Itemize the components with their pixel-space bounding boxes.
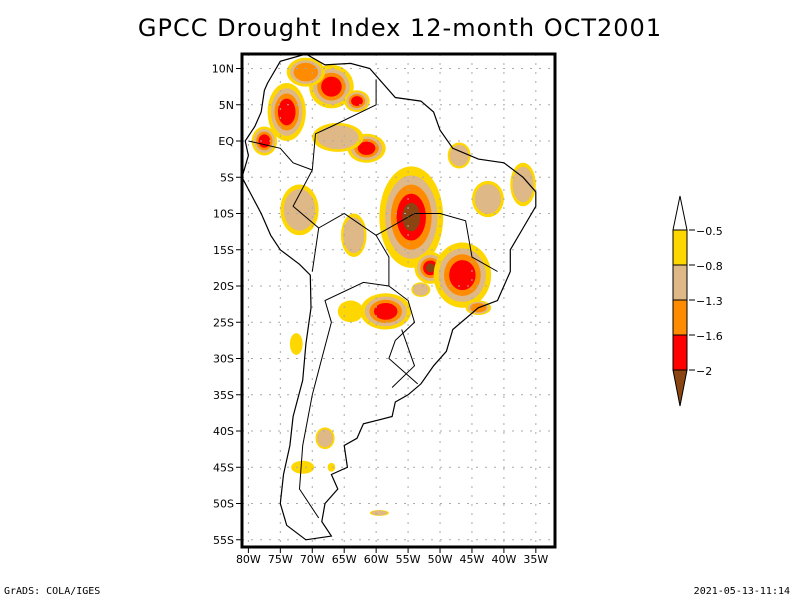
drought-area-cat-2 — [413, 284, 429, 296]
x-axis: 80W 75W 70W 65W 60W 55W 50W 45W 40W 35W — [236, 547, 548, 566]
x-tick-label: 80W — [236, 553, 261, 566]
colorbar-label: −0.8 — [696, 260, 723, 273]
drought-area-cat-1 — [338, 301, 364, 323]
drought-area-cat-4 — [278, 99, 296, 126]
y-tick-label: 55S — [213, 534, 234, 547]
colorbar-label: −1.6 — [696, 330, 723, 343]
x-tick-label: 55W — [396, 553, 421, 566]
drought-area-cat-4 — [449, 260, 475, 290]
drought-area-cat-4 — [351, 96, 363, 106]
y-tick-label: 35S — [213, 389, 234, 402]
y-tick-label: 20S — [213, 280, 234, 293]
colorbar-top-triangle — [673, 196, 687, 230]
footer-right: 2021-05-13-11:14 — [694, 586, 790, 597]
y-tick-label: 45S — [213, 461, 234, 474]
map-chart: 10N5NEQ5S10S15S20S25S30S35S40S45S50S55S … — [0, 0, 800, 600]
colorbar-label: −1.3 — [696, 295, 723, 308]
y-tick-label: 15S — [213, 244, 234, 257]
drought-area-cat-2 — [317, 429, 333, 447]
drought-area-cat-4 — [374, 303, 398, 320]
x-tick-label: 50W — [428, 553, 453, 566]
y-tick-label: 5N — [219, 99, 234, 112]
footer-left: GrADS: COLA/IGES — [4, 586, 100, 597]
x-tick-label: 75W — [268, 553, 293, 566]
colorbar-label: −0.5 — [696, 225, 723, 238]
drought-area-cat-5 — [426, 263, 435, 272]
drought-area-cat-1 — [328, 463, 336, 472]
drought-area-cat-3 — [294, 63, 319, 82]
x-tick-label: 45W — [460, 553, 485, 566]
drought-area-cat-2 — [317, 125, 359, 149]
colorbar-bottom-triangle — [673, 370, 687, 406]
y-tick-label: 10N — [212, 63, 234, 76]
y-axis: 10N 5N EQ 5S 10S 15S 20S 25S 30S 35S 40S 45S 50S 55S — [212, 63, 242, 547]
x-tick-label: 40W — [491, 553, 516, 566]
x-tick-label: 60W — [364, 553, 389, 566]
colorbar-segment — [673, 265, 687, 300]
drought-area-cat-2 — [371, 511, 387, 516]
y-tick-label: 30S — [213, 353, 234, 366]
colorbar-segment — [673, 300, 687, 335]
drought-area-cat-2 — [284, 189, 315, 231]
drought-area-cat-5 — [402, 203, 420, 231]
y-tick-label: 50S — [213, 498, 234, 511]
drought-area-cat-1 — [291, 461, 314, 474]
colorbar-segment — [673, 230, 687, 265]
drought-shading — [252, 58, 536, 516]
x-tick-label: 65W — [332, 553, 357, 566]
y-tick-label: 40S — [213, 425, 234, 438]
drought-area-cat-1 — [290, 333, 303, 355]
colorbar: −0.5 −0.8 −1.3 −1.6 −2 — [673, 196, 723, 406]
colorbar-label: −2 — [696, 365, 712, 378]
drought-area-cat-2 — [475, 184, 501, 214]
x-tick-label: 35W — [523, 553, 548, 566]
y-tick-label: 5S — [220, 171, 234, 184]
colorbar-segment — [673, 335, 687, 370]
y-tick-label: EQ — [218, 135, 234, 148]
y-tick-label: 10S — [213, 208, 234, 221]
x-tick-label: 70W — [300, 553, 325, 566]
drought-area-cat-2 — [343, 217, 364, 253]
y-tick-label: 25S — [213, 316, 234, 329]
drought-area-cat-4 — [321, 77, 342, 97]
